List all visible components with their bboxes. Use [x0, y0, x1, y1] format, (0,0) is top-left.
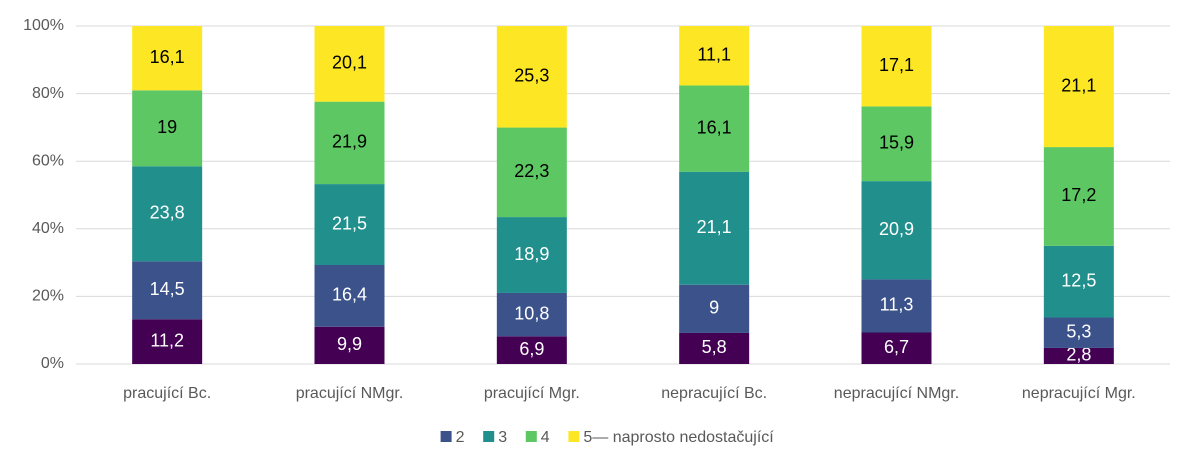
data-label: 21,1	[1061, 75, 1096, 95]
bar-segment	[132, 90, 203, 167]
legend-swatch	[483, 431, 495, 442]
data-label: 17,1	[879, 55, 914, 75]
x-tick-label: nepracující Bc.	[661, 385, 767, 402]
data-label: 20,1	[332, 53, 367, 73]
bar-segment	[132, 26, 203, 91]
bar-segment	[496, 292, 567, 337]
data-label: 17,2	[1061, 185, 1096, 205]
data-label: 14,5	[150, 279, 185, 299]
bar-segment	[679, 85, 750, 172]
legend-swatch	[440, 431, 452, 442]
legend-label: 2	[456, 429, 465, 446]
bar-segment	[1043, 26, 1114, 148]
x-tick-label: nepracující NMgr.	[834, 385, 959, 402]
y-tick-label: 60%	[32, 152, 64, 169]
bar-segment	[679, 284, 750, 333]
data-label: 9,9	[337, 334, 362, 354]
data-label: 6,7	[884, 337, 909, 357]
data-label: 5,8	[702, 337, 727, 357]
data-label: 11,3	[880, 295, 914, 315]
x-tick-label: pracující Mgr.	[484, 385, 580, 402]
data-label: 10,8	[514, 303, 549, 323]
legend-label: 3	[498, 429, 507, 446]
bar-segment	[861, 106, 932, 182]
bar-segment	[1043, 245, 1114, 318]
x-tick-label: pracující Bc.	[123, 385, 211, 402]
data-label: 20,9	[879, 219, 914, 239]
bar-segment	[314, 184, 385, 266]
legend-swatch	[525, 431, 537, 442]
bar-segment	[1043, 347, 1114, 364]
data-label: 9	[709, 298, 719, 318]
bar-segment	[496, 336, 567, 364]
bar-segment	[132, 166, 203, 262]
bar-segment	[314, 265, 385, 327]
bar-segment	[1043, 317, 1114, 348]
bar-segment	[679, 171, 750, 285]
bar-segment	[496, 217, 567, 293]
data-label: 23,8	[150, 203, 185, 223]
data-label: 6,9	[519, 339, 544, 359]
data-label: 11,1	[697, 44, 731, 64]
bar-segment	[679, 332, 750, 364]
bar-segment	[132, 261, 203, 320]
bar-segment	[314, 101, 385, 185]
y-tick-label: 100%	[23, 17, 64, 34]
data-label: 22,3	[514, 161, 549, 181]
data-label: 18,9	[514, 244, 549, 264]
data-label: 25,3	[514, 66, 549, 86]
data-label: 11,2	[150, 330, 184, 350]
x-tick-label: nepracující Mgr.	[1022, 385, 1136, 402]
y-tick-label: 20%	[32, 288, 64, 305]
data-label: 16,4	[332, 285, 367, 305]
y-tick-label: 80%	[32, 85, 64, 102]
data-label: 16,1	[697, 117, 732, 137]
data-label: 21,5	[332, 213, 367, 233]
data-label: 21,9	[332, 132, 367, 152]
bar-segment	[861, 332, 932, 364]
data-label: 16,1	[150, 47, 185, 67]
bar-segment	[132, 319, 203, 364]
bar-segment	[861, 279, 932, 333]
x-tick-label: pracující NMgr.	[296, 385, 404, 402]
bar-segment	[1043, 147, 1114, 246]
bar-segment	[679, 26, 750, 86]
bar-segment	[861, 26, 932, 107]
bar-segment	[496, 26, 567, 128]
data-label: 2,8	[1066, 345, 1091, 365]
y-tick-label: 0%	[41, 355, 64, 372]
data-label: 21,1	[697, 217, 732, 237]
bar-segment	[314, 326, 385, 364]
data-label: 12,5	[1061, 270, 1096, 290]
bar-segment	[314, 26, 385, 102]
legend-label: 5— naprosto nedostačující	[583, 429, 774, 446]
legend-label: 4	[541, 429, 550, 446]
bar-segment	[861, 181, 932, 280]
y-tick-label: 40%	[32, 220, 64, 237]
bar-segment	[496, 127, 567, 218]
legend-swatch	[568, 431, 580, 442]
data-label: 15,9	[879, 133, 914, 153]
data-label: 5,3	[1066, 321, 1091, 341]
data-label: 19	[157, 117, 177, 137]
